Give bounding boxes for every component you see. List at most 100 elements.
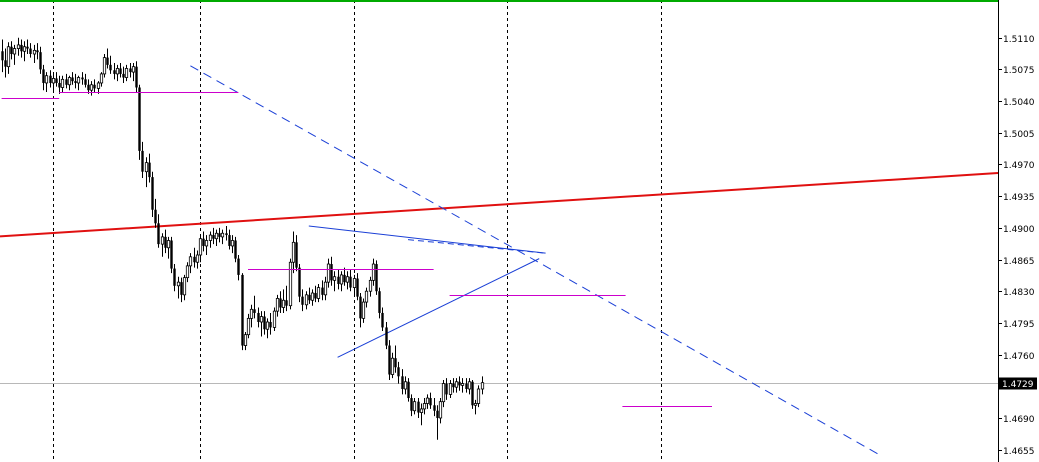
price-axis[interactable]: 1.5110 1.5075 1.5040 1.5005 1.4970 1.4935 1.49… [998, 0, 1039, 462]
price-tick-label: 1.4900 [1003, 225, 1035, 235]
candle-body-up [467, 381, 472, 390]
candle-body-down [381, 312, 384, 328]
candle-body-down [74, 81, 77, 83]
price-tick-label: 1.5005 [1003, 130, 1035, 140]
price-tick-label: 1.4830 [1003, 288, 1035, 298]
candle-body-down [65, 79, 68, 85]
candle-body-down [388, 345, 391, 375]
current-price-label: 1.4729 [1002, 380, 1034, 390]
candle-body-up [243, 334, 248, 346]
candle-body-up [368, 279, 373, 292]
candle-body-down [301, 296, 304, 305]
candle-body-up [99, 73, 104, 84]
candle-body-down [58, 82, 61, 88]
candle-body-down [4, 60, 7, 67]
candle-body-down [141, 150, 144, 172]
candle-body-up [208, 234, 213, 241]
candle-body-up [460, 383, 465, 386]
candle-body-down [452, 383, 455, 388]
candle-body-down [349, 276, 352, 288]
candle-body-up [345, 276, 350, 283]
candle-body-down [119, 68, 122, 74]
candle-body-down [113, 70, 116, 74]
candle-body-up [390, 357, 395, 375]
candle-body-down [84, 79, 87, 85]
candle-body-down [148, 162, 151, 178]
candle-body-up [272, 310, 277, 328]
candle-body-down [429, 398, 432, 406]
candle-body-down [407, 381, 410, 399]
candle-body-down [20, 44, 23, 52]
candle-body-up [22, 46, 27, 52]
candle-body-up [422, 403, 427, 410]
price-tick-label: 1.5110 [1003, 35, 1035, 45]
candle-body-down [385, 327, 388, 346]
candle-body-up [332, 276, 337, 281]
candle-body-down [234, 240, 237, 259]
candle-body-down [170, 240, 173, 269]
candle-body-up [44, 75, 49, 84]
candle-body-down [401, 376, 404, 389]
candle-body-up [198, 238, 203, 256]
candle-body-up [246, 317, 251, 336]
candle-body-down [228, 235, 231, 246]
candle-body-up [403, 381, 408, 390]
candle-body-up [304, 294, 309, 306]
analysis-lines [0, 65, 999, 457]
candle-body-up [176, 281, 181, 287]
candle-body-up [182, 277, 187, 296]
candle-body-up [454, 381, 459, 388]
candle-body-down [308, 294, 311, 301]
candle-body-up [419, 408, 424, 413]
candle-body-down [433, 405, 436, 411]
candle-body-up [89, 84, 94, 91]
candle-body-down [410, 398, 413, 411]
candle-body-down [298, 267, 301, 297]
candle-body-down [36, 50, 39, 53]
candle-body-down [436, 410, 439, 418]
candle-body-down [218, 233, 221, 237]
candle-body-up [220, 232, 225, 238]
candle-body-down [465, 383, 468, 389]
candle-body-up [12, 48, 17, 55]
candle-body-down [257, 312, 260, 322]
candle-body-down [106, 57, 109, 65]
candle-body-up [352, 278, 357, 288]
candle-body-down [122, 73, 125, 78]
price-tick-label: 1.4795 [1003, 320, 1035, 330]
candle-body-up [144, 162, 149, 173]
candle-body-up [204, 240, 209, 247]
current-price-tag [999, 377, 1037, 390]
candle-body-up [259, 316, 264, 323]
candle-body-down [356, 278, 359, 297]
candle-body-down [359, 296, 362, 319]
candle-body-up [60, 78, 65, 88]
candle-body-up [188, 256, 193, 267]
candle-body-up [441, 383, 446, 403]
candle-body-down [212, 235, 215, 239]
candle-body-up [438, 401, 443, 419]
candle-body-down [285, 300, 288, 306]
candle-body-up [166, 240, 171, 249]
candle-body-up [310, 292, 315, 301]
candle-body-down [164, 236, 167, 248]
analysis-lines-front [1, 92, 712, 407]
candle-body-down [417, 401, 420, 413]
candle-body-up [425, 397, 430, 404]
candle-body-up [476, 388, 481, 404]
candle-body-down [337, 276, 340, 284]
candle-body-up [316, 287, 321, 299]
candle-body-down [263, 316, 266, 330]
candle-body-down [397, 367, 400, 377]
candle-body-up [230, 240, 235, 247]
candle-body-up [195, 254, 200, 263]
candle-body-down [471, 381, 474, 406]
candle-body-down [10, 46, 13, 54]
candle-body-up [6, 46, 11, 68]
candle-body-down [26, 46, 29, 49]
candle-body-down [129, 68, 132, 73]
candle-body-up [480, 382, 485, 390]
